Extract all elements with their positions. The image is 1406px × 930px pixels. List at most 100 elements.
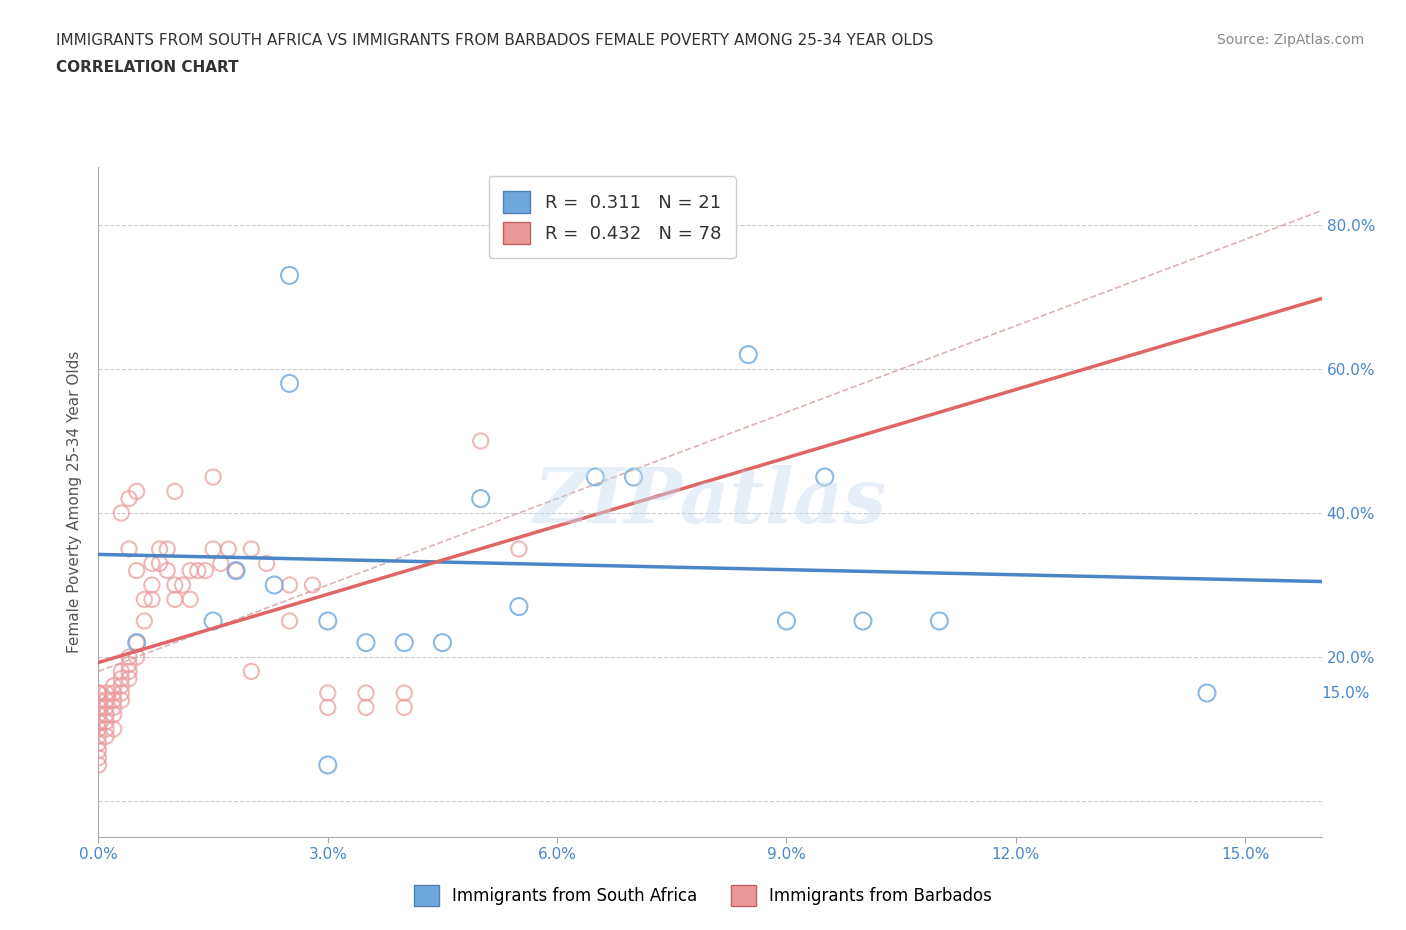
Point [125,635,148,650]
Point [316,700,339,715]
Point [87,729,110,744]
Point [87,758,110,773]
Legend: Immigrants from South Africa, Immigrants from Barbados: Immigrants from South Africa, Immigrants… [408,879,998,912]
Point [194,564,217,578]
Point [118,649,141,664]
Point [103,678,125,693]
Point [316,685,339,700]
Point [172,578,194,592]
Point [202,470,225,485]
Point [737,347,759,362]
Point [149,556,172,571]
Point [94,714,117,729]
Point [163,592,186,607]
Point [94,693,117,708]
Point [775,614,797,629]
Point [392,685,416,700]
Point [118,664,141,679]
Point [87,714,110,729]
Point [87,685,110,700]
Point [256,556,278,571]
Point [134,614,156,629]
Point [263,578,285,592]
Point [118,541,141,556]
Point [87,743,110,758]
Point [110,506,132,521]
Point [187,564,209,578]
Point [87,685,110,700]
Point [392,700,416,715]
Point [179,564,201,578]
Point [814,470,837,485]
Point [278,614,301,629]
Text: Source: ZipAtlas.com: Source: ZipAtlas.com [1216,33,1364,46]
Point [278,376,301,391]
Point [87,722,110,737]
Point [209,556,232,571]
Point [125,484,148,498]
Point [110,685,132,700]
Point [110,693,132,708]
Point [156,541,179,556]
Point [141,592,163,607]
Point [94,685,117,700]
Point [110,678,132,693]
Point [125,635,148,650]
Point [354,685,377,700]
Point [179,592,201,607]
Point [508,599,530,614]
Point [432,635,454,650]
Point [118,671,141,686]
Point [240,664,263,679]
Point [103,700,125,715]
Point [103,685,125,700]
Point [103,693,125,708]
Point [354,635,377,650]
Point [125,649,148,664]
Point [301,578,323,592]
Point [94,707,117,722]
Point [470,433,492,448]
Point [202,614,225,629]
Point [583,470,606,485]
Point [149,541,172,556]
Point [134,592,156,607]
Point [852,614,875,629]
Point [87,693,110,708]
Point [316,614,339,629]
Point [316,758,339,773]
Point [118,657,141,671]
Point [163,578,186,592]
Text: IMMIGRANTS FROM SOUTH AFRICA VS IMMIGRANTS FROM BARBADOS FEMALE POVERTY AMONG 25: IMMIGRANTS FROM SOUTH AFRICA VS IMMIGRAN… [56,33,934,47]
Point [141,556,163,571]
Point [87,707,110,722]
Point [202,541,225,556]
Point [103,707,125,722]
Text: CORRELATION CHART: CORRELATION CHART [56,60,239,75]
Point [354,700,377,715]
Point [87,751,110,765]
Point [87,700,110,715]
Point [392,635,416,650]
Y-axis label: Female Poverty Among 25-34 Year Olds: Female Poverty Among 25-34 Year Olds [67,351,83,654]
Point [87,736,110,751]
Point [156,564,179,578]
Legend: R =  0.311   N = 21, R =  0.432   N = 78: R = 0.311 N = 21, R = 0.432 N = 78 [489,177,735,259]
Point [623,470,645,485]
Point [508,541,530,556]
Point [225,564,247,578]
Point [94,729,117,744]
Point [118,491,141,506]
Text: 15.0%: 15.0% [1322,685,1369,700]
Point [110,671,132,686]
Point [94,700,117,715]
Point [928,614,950,629]
Point [87,685,110,700]
Text: ZIPatlas: ZIPatlas [533,465,887,539]
Point [225,564,247,578]
Point [278,578,301,592]
Point [94,722,117,737]
Point [278,268,301,283]
Point [141,578,163,592]
Point [240,541,263,556]
